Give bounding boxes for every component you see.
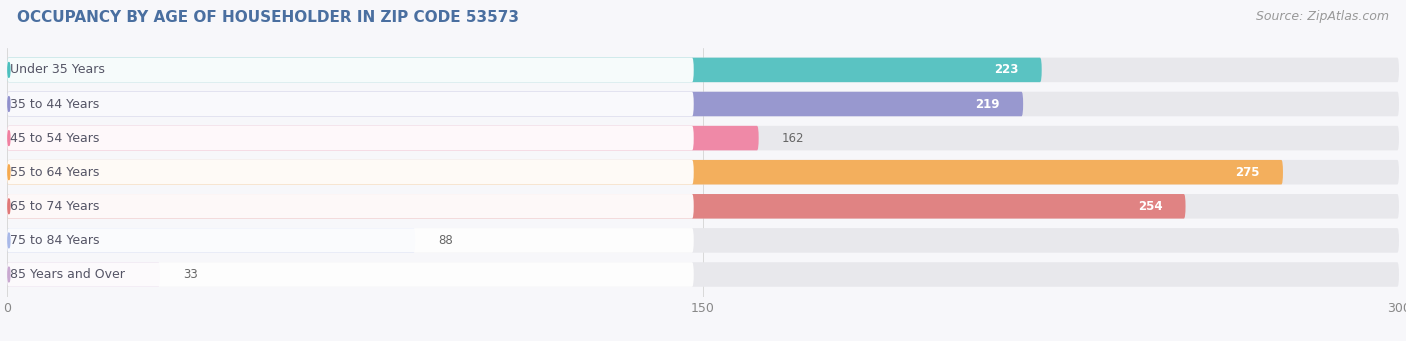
Text: 85 Years and Over: 85 Years and Over [10, 268, 125, 281]
FancyBboxPatch shape [7, 92, 693, 116]
Text: 162: 162 [782, 132, 804, 145]
FancyBboxPatch shape [7, 92, 1024, 116]
FancyBboxPatch shape [7, 58, 1399, 82]
FancyBboxPatch shape [7, 228, 693, 253]
Text: Source: ZipAtlas.com: Source: ZipAtlas.com [1256, 10, 1389, 23]
FancyBboxPatch shape [7, 126, 1399, 150]
Circle shape [8, 233, 10, 248]
Text: 223: 223 [994, 63, 1018, 76]
FancyBboxPatch shape [7, 160, 1399, 184]
Text: 275: 275 [1236, 166, 1260, 179]
FancyBboxPatch shape [7, 58, 693, 82]
Text: 33: 33 [183, 268, 198, 281]
Text: OCCUPANCY BY AGE OF HOUSEHOLDER IN ZIP CODE 53573: OCCUPANCY BY AGE OF HOUSEHOLDER IN ZIP C… [17, 10, 519, 25]
Circle shape [8, 267, 10, 282]
Circle shape [8, 199, 10, 214]
FancyBboxPatch shape [7, 262, 693, 287]
FancyBboxPatch shape [7, 262, 160, 287]
FancyBboxPatch shape [7, 194, 1399, 219]
Text: 65 to 74 Years: 65 to 74 Years [10, 200, 100, 213]
Text: 219: 219 [976, 98, 1000, 110]
FancyBboxPatch shape [7, 194, 1185, 219]
Text: 88: 88 [439, 234, 453, 247]
Circle shape [8, 131, 10, 146]
FancyBboxPatch shape [7, 126, 693, 150]
Circle shape [8, 62, 10, 77]
Text: Under 35 Years: Under 35 Years [10, 63, 105, 76]
FancyBboxPatch shape [7, 194, 693, 219]
FancyBboxPatch shape [7, 160, 1282, 184]
Text: 75 to 84 Years: 75 to 84 Years [10, 234, 100, 247]
Circle shape [8, 165, 10, 180]
Circle shape [8, 97, 10, 112]
FancyBboxPatch shape [7, 58, 1042, 82]
FancyBboxPatch shape [7, 262, 1399, 287]
FancyBboxPatch shape [7, 92, 1399, 116]
Text: 45 to 54 Years: 45 to 54 Years [10, 132, 100, 145]
Text: 55 to 64 Years: 55 to 64 Years [10, 166, 100, 179]
Text: 35 to 44 Years: 35 to 44 Years [10, 98, 100, 110]
FancyBboxPatch shape [7, 228, 415, 253]
FancyBboxPatch shape [7, 160, 693, 184]
FancyBboxPatch shape [7, 228, 1399, 253]
FancyBboxPatch shape [7, 126, 759, 150]
Text: 254: 254 [1137, 200, 1163, 213]
